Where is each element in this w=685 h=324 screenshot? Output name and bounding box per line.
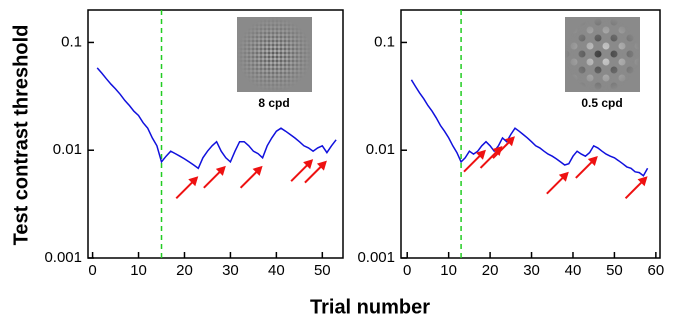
y-tick-label: 0.001: [357, 249, 395, 266]
y-tick-label: 0.001: [44, 249, 82, 266]
y-tick-label: 0.1: [61, 33, 82, 50]
inset-label: 0.5 cpd: [581, 96, 622, 110]
arrow: [176, 176, 198, 198]
x-tick-label: 50: [606, 262, 623, 279]
data-line: [411, 80, 647, 176]
y-axis-label: Test contrast threshold: [10, 25, 32, 246]
x-tick-label: 30: [222, 262, 239, 279]
y-tick-label: 0.1: [374, 33, 395, 50]
x-tick-label: 0: [88, 262, 96, 279]
arrow: [241, 166, 263, 188]
x-axis-label: Trial number: [310, 296, 430, 318]
arrow: [481, 146, 503, 168]
y-tick-label: 0.01: [53, 141, 82, 158]
arrow: [547, 172, 569, 194]
arrow: [626, 176, 648, 198]
x-tick-label: 10: [440, 262, 457, 279]
x-tick-label: 50: [314, 262, 331, 279]
arrow: [576, 156, 598, 178]
x-tick-label: 60: [648, 262, 665, 279]
x-tick-label: 40: [565, 262, 582, 279]
x-tick-label: 40: [268, 262, 285, 279]
inset: [237, 17, 640, 92]
figure: Test contrast threshold Trial number 0.0…: [0, 0, 685, 324]
x-tick-label: 10: [130, 262, 147, 279]
inset-label: 8 cpd: [258, 96, 289, 110]
x-tick-label: 20: [482, 262, 499, 279]
x-tick-label: 0: [403, 262, 411, 279]
arrow: [204, 166, 226, 188]
x-tick-label: 20: [176, 262, 193, 279]
y-tick-label: 0.01: [366, 141, 395, 158]
x-tick-label: 30: [523, 262, 540, 279]
